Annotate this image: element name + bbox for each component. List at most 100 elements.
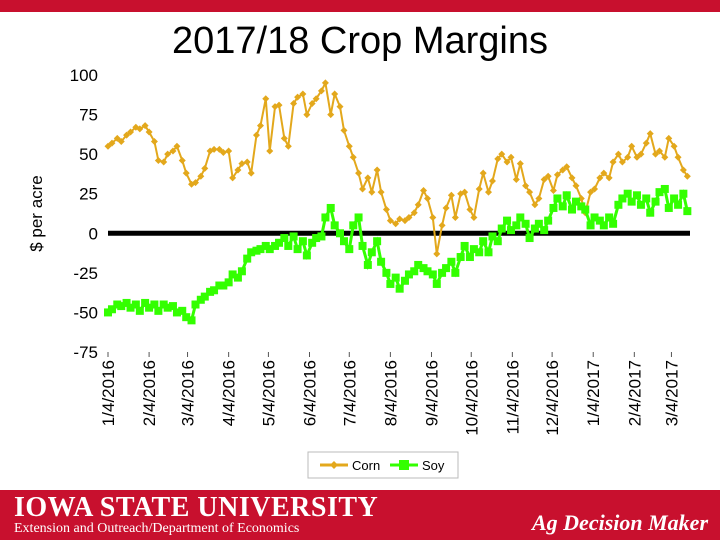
data-point-soy — [447, 257, 456, 266]
data-point-corn — [127, 128, 135, 136]
data-point-soy — [219, 281, 228, 290]
y-tick-label: -50 — [73, 303, 98, 322]
chart-area: 100 75 50 25 0 -25 -50 -75 $ per acre 1/4/2016 2/4… — [27, 66, 692, 479]
data-point-soy — [400, 276, 409, 285]
data-point-corn — [600, 169, 608, 177]
data-point-soy — [377, 257, 386, 266]
data-point-soy — [117, 302, 126, 311]
x-tick-label: 3/4/2017 — [662, 360, 681, 426]
data-point-soy — [530, 224, 539, 233]
data-point-corn — [377, 188, 385, 196]
y-tick-label: 100 — [70, 66, 98, 85]
data-point-soy — [549, 203, 558, 212]
data-point-corn — [191, 179, 199, 187]
data-point-corn — [559, 166, 567, 174]
data-point-corn — [568, 174, 576, 182]
data-point-soy — [465, 253, 474, 262]
data-point-soy — [488, 232, 497, 241]
data-point-corn — [123, 131, 131, 139]
data-point-soy — [460, 241, 469, 250]
data-point-corn — [164, 150, 172, 158]
data-point-corn — [234, 166, 242, 174]
data-point-corn — [424, 194, 432, 202]
x-tick-label: 6/4/2016 — [301, 360, 320, 426]
data-point-corn — [359, 185, 367, 193]
y-tick-label: 25 — [79, 185, 98, 204]
data-point-corn — [646, 130, 654, 138]
data-point-corn — [609, 158, 617, 166]
data-point-soy — [414, 260, 423, 269]
data-point-corn — [637, 150, 645, 158]
data-point-corn — [587, 188, 595, 196]
data-point-corn — [386, 217, 394, 225]
data-point-soy — [568, 205, 577, 214]
x-tick-label: 5/4/2016 — [259, 360, 278, 426]
data-point-soy — [571, 197, 580, 206]
data-point-soy — [131, 300, 140, 309]
data-point-corn — [661, 153, 669, 161]
data-point-soy — [373, 237, 382, 246]
data-point-corn — [652, 150, 660, 158]
chart-title: 2017/18 Crop Margins — [172, 20, 548, 62]
data-point-soy — [651, 197, 660, 206]
data-point-corn — [321, 79, 329, 87]
data-point-soy — [660, 184, 669, 193]
data-point-corn — [420, 187, 428, 195]
data-point-soy — [674, 200, 683, 209]
data-point-corn — [294, 93, 302, 101]
legend-label-soy: Soy — [422, 458, 445, 473]
data-point-soy — [438, 268, 447, 277]
data-point-corn — [526, 188, 534, 196]
data-point-corn — [503, 158, 511, 166]
data-point-corn — [141, 122, 149, 130]
data-point-soy — [126, 303, 135, 312]
y-axis-title: $ per acre — [27, 175, 46, 252]
data-point-corn — [331, 90, 339, 98]
x-tick-label: 1/4/2017 — [584, 360, 603, 426]
data-point-corn — [461, 188, 469, 196]
data-point-soy — [410, 267, 419, 276]
data-point-soy — [182, 313, 191, 322]
data-point-soy — [275, 238, 284, 247]
program-name: Ag Decision Maker — [532, 510, 708, 535]
data-point-corn — [275, 101, 283, 109]
data-point-corn — [624, 153, 632, 161]
x-tick-label: 1/4/2016 — [99, 360, 118, 426]
data-point-soy — [210, 286, 219, 295]
data-point-corn — [498, 150, 506, 158]
data-point-soy — [479, 237, 488, 246]
data-point-corn — [433, 250, 441, 258]
data-point-corn — [679, 166, 687, 174]
data-point-corn — [312, 95, 320, 103]
data-point-corn — [229, 174, 237, 182]
data-point-corn — [475, 185, 483, 193]
data-point-corn — [136, 125, 144, 133]
data-point-corn — [614, 150, 622, 158]
data-point-corn — [215, 145, 223, 153]
data-point-soy — [191, 300, 200, 309]
data-point-soy — [655, 188, 664, 197]
data-point-corn — [182, 169, 190, 177]
y-tick-label: 50 — [79, 145, 98, 164]
data-point-corn — [531, 201, 539, 209]
data-point-soy — [345, 245, 354, 254]
data-point-soy — [521, 219, 530, 228]
data-point-corn — [438, 221, 446, 229]
data-point-corn — [633, 153, 641, 161]
x-tick-label: 4/4/2016 — [220, 360, 239, 426]
data-point-soy — [298, 237, 307, 246]
data-point-soy — [590, 213, 599, 222]
data-point-soy — [382, 268, 391, 277]
data-point-corn — [618, 158, 626, 166]
data-point-corn — [494, 155, 502, 163]
data-point-corn — [549, 187, 557, 195]
data-point-soy — [581, 205, 590, 214]
data-point-corn — [401, 217, 409, 225]
data-point-corn — [414, 201, 422, 209]
data-point-soy — [507, 226, 516, 235]
data-point-corn — [160, 158, 168, 166]
data-point-soy — [243, 254, 252, 263]
data-point-soy — [599, 221, 608, 230]
data-point-soy — [233, 273, 242, 282]
data-point-soy — [349, 221, 358, 230]
